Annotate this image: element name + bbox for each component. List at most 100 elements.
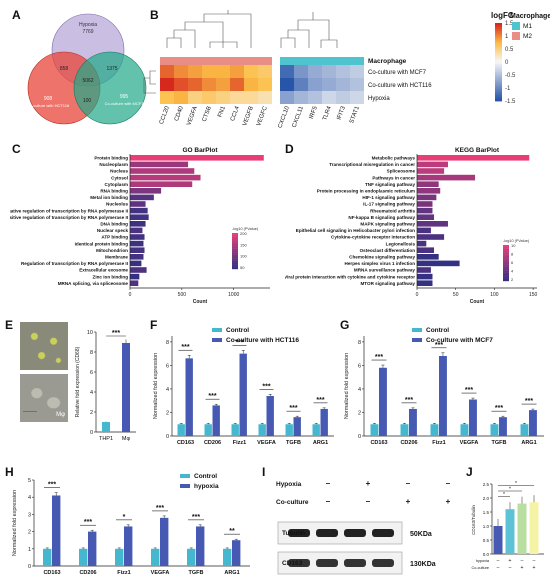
barplot-term-label: Rheumatoid arthritis <box>370 208 415 213</box>
barplot-legend-swatch <box>503 265 509 267</box>
macrophage-cell <box>174 57 188 65</box>
chart-y-tick-label: 0 <box>90 430 93 436</box>
logfc-legend-swatch <box>495 44 502 47</box>
logfc-legend-swatch <box>495 24 502 28</box>
chart-bar <box>293 417 301 436</box>
barplot-legend-swatch <box>503 270 509 272</box>
chart-y-tick-label: 8 <box>90 350 93 356</box>
chart-bar <box>409 408 417 436</box>
logfc-legend-swatch <box>495 30 502 34</box>
logfc-legend-swatch <box>495 99 502 102</box>
heatmap-cell <box>294 91 308 104</box>
barplot-x-label: Count <box>470 299 485 305</box>
chart-x-tick-label: CD206 <box>204 440 221 446</box>
barplot-legend-swatch <box>232 255 238 258</box>
chart-bar <box>320 408 328 436</box>
logfc-legend-swatch <box>495 40 502 43</box>
chart-sig-label: *** <box>262 383 270 390</box>
barplot-bar <box>130 181 193 187</box>
chart-bar <box>196 526 205 566</box>
barplot-legend-swatch <box>503 253 509 255</box>
blot-band <box>344 529 366 537</box>
blot-condition-label: Co-culture <box>276 499 309 506</box>
venn-count-hyp-hct: 858 <box>60 66 69 72</box>
logfc-legend-swatch <box>495 36 502 39</box>
chart-y-tick-label: 2.0 <box>483 496 490 501</box>
heatmap-col-label: CXCL11 <box>292 105 305 129</box>
macrophage-cell <box>202 57 216 65</box>
chart-bar <box>185 358 193 436</box>
logfc-legend-swatch <box>495 97 502 100</box>
cd163-tubulin-barchart: 0.0 0.5 1.0 1.5 2.0 2.5 CD163/Tubulin * * * hypoxi… <box>471 481 544 571</box>
barplot-bar <box>130 280 139 286</box>
logfc-legend-swatch <box>495 85 502 88</box>
barplot-bar <box>130 247 145 253</box>
chart-y-tick-label: 2 <box>90 410 93 416</box>
barplot-legend-swatch <box>232 235 238 237</box>
heatmap-cell <box>188 78 202 91</box>
heatmap-cell <box>258 78 272 91</box>
heatmap-cell <box>308 65 322 78</box>
venn-count-hct116: 908 <box>44 96 53 102</box>
logfc-legend-tick: -1.5 <box>505 99 516 105</box>
heatmap-cell <box>160 91 174 104</box>
barplot-term-label: Negative regulation of transcription by … <box>10 208 128 213</box>
chart-sig-label: *** <box>435 342 443 349</box>
panel-label-h: H <box>5 465 14 479</box>
heatmap-cell <box>322 91 336 104</box>
macrophage-legend-label: M2 <box>523 33 532 40</box>
chart-bar <box>520 424 529 436</box>
chart-bar <box>88 531 97 566</box>
barplot-x-tick-label: 500 <box>178 292 187 298</box>
blot-band-size: 50KDa <box>410 531 432 538</box>
chart-y-tick-label: 6 <box>90 370 93 376</box>
logfc-legend-swatch <box>495 95 502 98</box>
heatmap-cell <box>216 91 230 104</box>
logfc-legend-tick: 0.5 <box>505 47 514 53</box>
barplot-legend-swatch <box>232 241 238 243</box>
blot-condition-mark: – <box>366 497 371 506</box>
blot-band-name: CD163 <box>282 560 303 567</box>
barplot-legend-swatch <box>232 234 238 236</box>
barplot-legend-swatch <box>503 267 509 270</box>
logfc-legend-swatch <box>495 91 502 94</box>
chart-x-tick-label: THP1 <box>99 436 113 442</box>
chart-sig-label: *** <box>316 397 324 404</box>
chart-bar <box>312 424 320 436</box>
barplot-legend-swatch <box>503 257 509 259</box>
chart-y-tick-label: 2 <box>28 530 31 536</box>
barplot-legend-swatch <box>503 269 509 271</box>
logfc-legend-swatch <box>495 56 502 59</box>
barplot-term-label: MRNA splicing, via spliceosome <box>58 281 129 286</box>
barplot-legend-swatch <box>232 239 238 241</box>
chart-y-tick-label: 2 <box>358 410 361 416</box>
heatmap-cell <box>308 78 322 91</box>
heatmap-cell <box>258 65 272 78</box>
barplot-legend-tick: 200 <box>240 231 247 236</box>
mcf7-coculture-barchart: 0 2 4 6 8 Normalized fold expression *** CD163 *… <box>344 327 544 446</box>
heatmap-cell <box>350 91 364 104</box>
macrophage-legend-title: Macrophage <box>510 13 550 20</box>
chart-sig-label: *** <box>375 354 383 361</box>
barplot-legend-swatch <box>503 275 509 277</box>
chart-y-tick-label: 0 <box>358 434 361 440</box>
heatmap-col-label: CCL4 <box>230 105 241 122</box>
chart-bar <box>231 424 239 436</box>
blot-condition-mark: + <box>446 497 451 506</box>
heatmap-cell <box>322 65 336 78</box>
barplot-x-tick-label: 50 <box>453 292 459 298</box>
chart-bar <box>469 399 477 436</box>
barplot-legend-swatch <box>232 266 238 268</box>
barplot-bar <box>417 194 437 201</box>
barplot-legend-swatch <box>232 252 238 254</box>
heatmap-cell <box>188 91 202 104</box>
logfc-legend-tick: -0.5 <box>505 73 516 79</box>
blot-condition-mark: – <box>326 497 331 506</box>
heatmap-col-label: CCL20 <box>159 105 171 125</box>
logfc-legend-swatch <box>495 83 502 86</box>
heatmap-cell <box>216 65 230 78</box>
heatmap-row-label: Co-culture with MCF7 <box>368 70 427 76</box>
barplot-legend-swatch <box>232 251 238 253</box>
barplot-legend-swatch <box>232 237 238 240</box>
heatmap-cell <box>230 91 244 104</box>
